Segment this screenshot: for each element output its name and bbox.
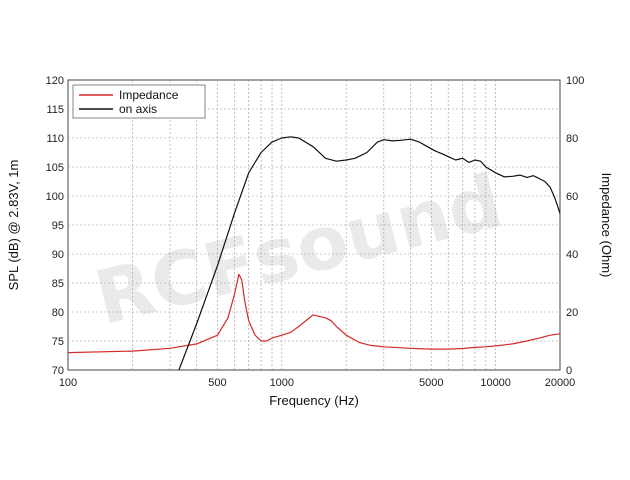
y-tick-label: 70: [52, 365, 64, 377]
series-line-on-axis: [178, 136, 560, 370]
watermark-logo-text: RCFsound: [87, 158, 511, 342]
y-tick-label: 100: [46, 191, 64, 203]
y2-tick-label: 0: [566, 365, 572, 377]
y-tick-label: 80: [52, 307, 64, 319]
y2-axis-label: Impedance (Ohm): [599, 173, 614, 278]
y-tick-label: 85: [52, 278, 64, 290]
y2-tick-label: 60: [566, 191, 578, 203]
grid: [68, 80, 560, 370]
x-axis-label: Frequency (Hz): [269, 393, 359, 408]
legend-label-on-axis: on axis: [119, 102, 157, 116]
y-tick-label: 105: [46, 162, 64, 174]
y-tick-label: 110: [46, 133, 64, 145]
x-tick-label: 10000: [480, 377, 511, 389]
ticks: 70 75 80 85 90 95 100 105 110 115 120 0 20 40 60 80 100 1…: [46, 75, 585, 389]
legend: Impedance on axis: [72, 84, 206, 119]
y-tick-label: 95: [52, 220, 64, 232]
y-axis-label: SPL (dB) @ 2.83V, 1m: [6, 160, 21, 291]
x-tick-label: 500: [208, 377, 226, 389]
legend-label-impedance: Impedance: [119, 88, 179, 102]
series-line-impedance: [68, 273, 560, 354]
y-tick-label: 90: [52, 249, 64, 261]
x-tick-label: 1000: [270, 377, 294, 389]
series-layer: [68, 136, 560, 370]
y-tick-label: 120: [46, 75, 64, 87]
y2-tick-label: 80: [566, 133, 578, 145]
y-tick-label: 115: [46, 104, 64, 116]
x-tick-label: 5000: [419, 377, 443, 389]
y2-tick-label: 20: [566, 307, 578, 319]
legend-box: [72, 84, 206, 119]
x-tick-label: 20000: [545, 377, 576, 389]
watermark: RCFsound: [87, 158, 511, 342]
y2-tick-label: 40: [566, 249, 578, 261]
y2-tick-label: 100: [566, 75, 584, 87]
x-tick-label: 100: [59, 377, 77, 389]
y-tick-label: 75: [52, 336, 64, 348]
